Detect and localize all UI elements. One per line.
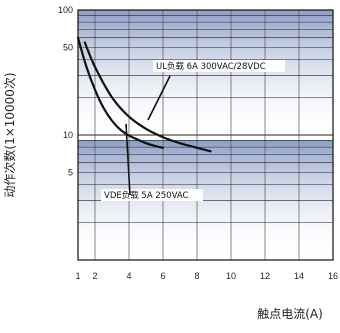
- vde-load-curve: [76, 36, 165, 149]
- y-axis-title: 动作次数(1×10000次): [2, 72, 17, 197]
- x-tick-label: 16: [328, 271, 338, 281]
- x-tick-label: 14: [294, 271, 304, 281]
- x-tick-label: 12: [260, 271, 270, 281]
- annotation-leader: [147, 75, 171, 121]
- annotation-box: [101, 189, 203, 201]
- ul-load-curve: [83, 41, 212, 153]
- x-tick-label: 2: [92, 271, 97, 281]
- x-axis-title: 触点电流(A): [257, 307, 323, 321]
- x-tick-label: 1: [75, 271, 80, 281]
- grid-lines: [78, 9, 333, 260]
- y-tick-label: 5: [68, 168, 73, 178]
- x-tick-label: 4: [126, 271, 131, 281]
- annotation-leader: [125, 123, 131, 196]
- vde-load-label: VDE负载 5A 250VAC: [104, 190, 189, 201]
- y-tick-label: 100: [58, 5, 73, 15]
- x-tick-label: 10: [226, 271, 236, 281]
- annotation-layer: UL负载 6A 300VAC/28VDC VDE负载 5A 250VAC: [101, 60, 285, 201]
- x-tick-label: 6: [160, 271, 165, 281]
- ul-load-label: UL负载 6A 300VAC/28VDC: [156, 61, 266, 72]
- annotation-box: [153, 60, 285, 72]
- plot-frame: [77, 9, 334, 261]
- y-tick-label: 50: [63, 43, 73, 53]
- x-tick-label: 8: [194, 271, 199, 281]
- y-tick-label: 10: [63, 130, 73, 140]
- upper-decade-band: [78, 10, 333, 140]
- series-layer: [76, 36, 212, 153]
